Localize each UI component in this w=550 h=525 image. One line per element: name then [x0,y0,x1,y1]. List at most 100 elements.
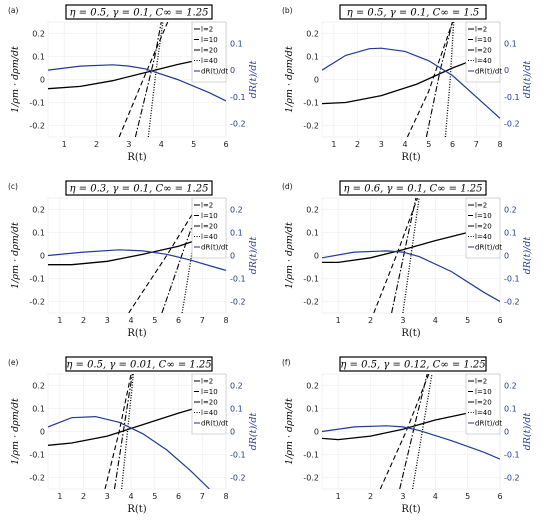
series-line [444,22,455,137]
legend-entry: l=10 [475,212,492,220]
y-right-tick-label: 0.1 [504,405,517,414]
panel-label: (e) [8,358,19,367]
y-right-tick-label: 0 [504,252,509,261]
title-box [65,356,213,372]
chart-title: η = 0.3, γ = 0.1, C∞ = 1.25 [70,184,209,195]
y-left-tick-label: -0.1 [303,275,319,284]
y-left-tick-label: 0.2 [306,206,319,215]
panel-label: (c) [8,182,18,191]
x-tick-label: 7 [200,492,205,501]
legend-entry: l=2 [201,378,213,386]
y-right-tick-label: 0.1 [504,229,517,238]
series-line [322,250,500,303]
y-right-tick-label: 0 [504,428,509,437]
x-tick-label: 4 [433,492,438,501]
series-line [48,415,210,489]
series-line [48,249,226,271]
legend-entry: l=20 [201,47,218,55]
x-tick-label: 5 [191,140,196,149]
y-right-tick-label: 0.1 [230,405,243,414]
y-right-tick-label: 0.2 [230,382,243,391]
y-right-tick-label: -0.1 [504,275,520,284]
title-box [339,180,487,196]
x-tick-label: 5 [152,492,157,501]
panel-label: (b) [282,6,293,15]
legend-entry: l=20 [201,399,218,407]
x-tick-label: 6 [497,316,502,325]
y-right-tick-label: 0.1 [504,39,517,48]
title-box [339,356,487,372]
x-tick-label: 6 [497,492,502,501]
series-line [48,64,226,102]
x-tick-label: 3 [379,140,384,149]
series-line [391,198,417,313]
legend-entry: l=2 [475,202,487,210]
x-tick-label: 1 [62,140,67,149]
legend-entry: dR(t)/dt [475,420,502,428]
x-tick-label: 8 [223,492,228,501]
y-right-tick-label: -0.2 [504,298,520,307]
x-axis-label: R(t) [401,504,420,515]
y-left-axis-label: 1/ρm · dρm/dt [284,46,295,113]
series-line [379,374,430,489]
x-tick-label: 3 [105,316,110,325]
x-tick-label: 2 [94,140,99,149]
x-tick-label: 4 [433,316,438,325]
legend-entry: l=10 [475,36,492,44]
y-left-tick-label: -0.2 [303,474,319,483]
y-left-tick-label: 0.2 [306,30,319,39]
y-left-axis-label: 1/ρm · dρm/dt [10,398,21,465]
x-tick-label: 4 [129,316,134,325]
y-right-tick-label: -0.1 [230,451,246,460]
x-tick-label: 3 [400,316,405,325]
x-tick-label: 5 [426,140,431,149]
y-left-tick-label: -0.1 [29,451,45,460]
x-axis-label: R(t) [401,152,420,163]
series-line [104,374,132,489]
x-tick-label: 5 [152,316,157,325]
x-tick-label: 3 [400,492,405,501]
x-axis-label: R(t) [127,328,146,339]
series-line [411,374,433,489]
y-right-tick-label: 0 [230,252,235,261]
y-left-tick-label: 0.1 [32,229,45,238]
title-box [65,4,213,20]
y-right-tick-label: -0.2 [230,474,246,483]
y-left-tick-label: 0.1 [32,53,45,62]
panel-f: 1 2 3 4 5 6-0.2-0.100.10.2-0.2-0.100.10.2(f) η… [282,356,533,515]
x-tick-label: 6 [223,140,228,149]
y-left-tick-label: -0.2 [29,122,45,131]
x-tick-label: 6 [450,140,455,149]
x-axis-label: R(t) [401,328,420,339]
legend-entry: dR(t)/dt [201,420,228,428]
y-right-tick-label: 0 [230,428,235,437]
legend-box [465,373,501,435]
panel-c: 1 2 3 4 5 6 7 8-0.2-0.100.10.2-0.2-0.100.10.2(c… [8,180,259,339]
y-right-axis-label: dR(t)/dt [522,61,533,99]
chart-title: η = 0.5, γ = 0.12, C∞ = 1.25 [340,360,485,371]
x-tick-label: 1 [336,492,341,501]
y-right-tick-label: -0.1 [504,93,520,102]
legend-entry: l=2 [475,26,487,34]
legend-entry: l=2 [201,202,213,210]
y-right-tick-label: 0.2 [504,382,517,391]
y-right-tick-label: -0.1 [230,275,246,284]
legend-entry: l=40 [475,233,492,241]
y-right-tick-label: -0.2 [504,474,520,483]
y-left-axis-label: 1/ρm · dρm/dt [284,398,295,465]
x-tick-label: 1 [57,316,62,325]
x-tick-label: 1 [331,140,336,149]
legend-entry: l=40 [201,57,218,65]
y-left-axis-label: 1/ρm · dρm/dt [10,222,21,289]
x-tick-label: 6 [176,492,181,501]
y-right-tick-label: 0.1 [230,39,243,48]
y-left-tick-label: 0.2 [306,382,319,391]
y-left-axis-label: 1/ρm · dρm/dt [284,222,295,289]
y-right-axis-label: dR(t)/dt [248,237,259,275]
y-left-tick-label: 0 [314,428,319,437]
x-tick-label: 2 [355,140,360,149]
y-right-tick-label: 0.1 [230,229,243,238]
x-tick-label: 2 [81,492,86,501]
legend-entry: l=20 [475,399,492,407]
legend-box [191,373,227,435]
